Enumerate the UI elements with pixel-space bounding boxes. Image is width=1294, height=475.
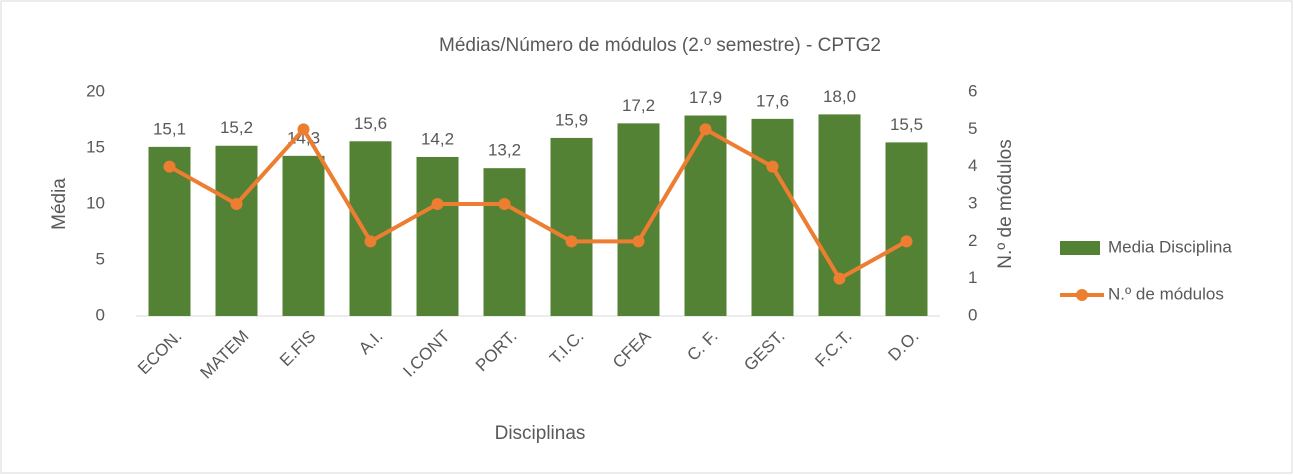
- line-marker: [230, 198, 243, 210]
- legend-swatch: [1076, 289, 1088, 301]
- y-tick-label: 0: [96, 305, 105, 324]
- line-marker: [364, 235, 377, 248]
- chart-title: Médias/Número de módulos (2.º semestre) …: [439, 35, 881, 56]
- y2-tick-label: 0: [968, 305, 977, 324]
- data-label: 15,5: [890, 115, 923, 134]
- line-marker: [163, 160, 176, 173]
- line-marker: [699, 123, 712, 136]
- bar: [483, 168, 526, 316]
- legend-label: Media Disciplina: [1108, 237, 1232, 256]
- legend-label: N.º de módulos: [1108, 284, 1224, 303]
- legend-swatch: [1060, 241, 1100, 255]
- data-label: 17,2: [622, 96, 655, 115]
- y2-tick-label: 5: [968, 119, 977, 138]
- y-tick-label: 15: [86, 137, 105, 156]
- y-tick-label: 5: [96, 249, 105, 268]
- data-label: 15,2: [220, 118, 253, 137]
- data-label: 14,2: [421, 129, 454, 148]
- x-axis-title: Disciplinas: [495, 423, 586, 444]
- y2-axis-title: N.º de módulos: [995, 139, 1016, 268]
- y2-tick-label: 1: [968, 268, 977, 287]
- line-marker: [565, 235, 578, 248]
- data-label: 17,9: [689, 88, 722, 107]
- line-marker: [900, 235, 913, 248]
- bar: [751, 118, 794, 316]
- y-tick-label: 10: [86, 193, 105, 212]
- line-marker: [632, 235, 645, 248]
- data-label: 13,2: [488, 141, 521, 160]
- bar: [885, 142, 928, 316]
- bar: [818, 114, 861, 317]
- bar: [349, 141, 392, 316]
- data-label: 15,6: [354, 114, 387, 133]
- line: [168, 127, 908, 281]
- line-marker: [431, 198, 444, 210]
- data-label: 17,6: [756, 91, 789, 110]
- bar: [684, 115, 727, 317]
- bar: [550, 137, 593, 316]
- y-tick-label: 20: [86, 81, 105, 100]
- bar: [282, 155, 325, 316]
- data-label: 15,9: [555, 110, 588, 129]
- y2-tick-label: 6: [968, 81, 977, 100]
- line-marker: [297, 123, 310, 136]
- y-axis-title: Média: [49, 178, 70, 230]
- line-marker: [833, 272, 846, 285]
- y2-tick-label: 2: [968, 231, 977, 250]
- data-label: 18,0: [823, 87, 856, 106]
- y2-tick-label: 3: [968, 193, 977, 212]
- line-marker: [766, 160, 779, 173]
- bar: [416, 156, 459, 316]
- bar: [215, 145, 258, 316]
- data-label: 15,1: [153, 119, 186, 138]
- line-marker: [498, 198, 511, 210]
- y2-tick-label: 4: [968, 156, 977, 175]
